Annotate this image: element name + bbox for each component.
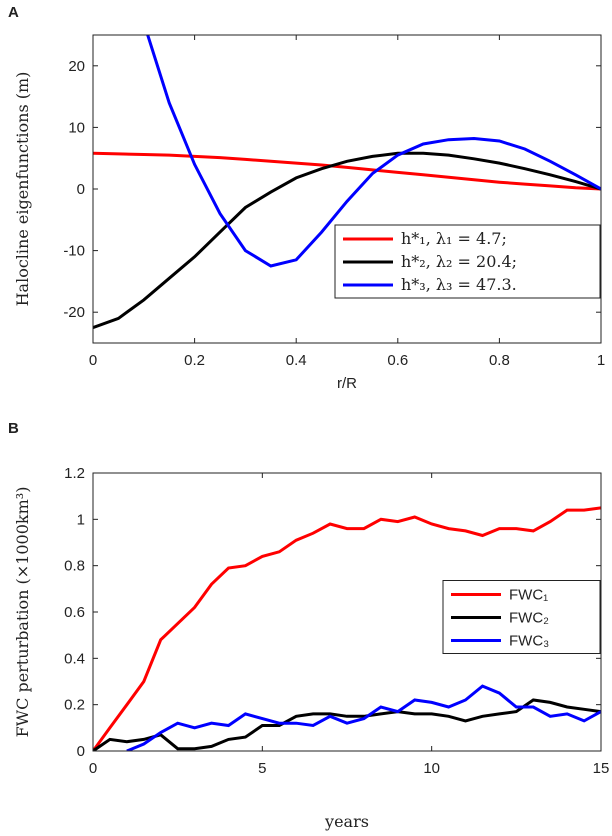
series-line	[126, 684, 601, 751]
series-line	[93, 151, 601, 191]
x-tick-label: 0	[89, 352, 97, 369]
y-tick-label: 0	[77, 743, 85, 760]
y-tick-label: 20	[68, 58, 85, 75]
x-tick-label: 5	[258, 760, 266, 777]
panel-label: A	[8, 4, 19, 21]
y-axis-label: FWC perturbation (×1000km³)	[13, 487, 32, 738]
series-line	[93, 151, 601, 330]
y-tick-label: -10	[63, 243, 85, 260]
plot-frame	[92, 34, 602, 344]
legend-label: FWC₁	[509, 587, 548, 604]
x-tick-label: 1	[597, 352, 605, 369]
y-tick-label: 0.2	[64, 697, 85, 714]
x-tick-label: 15	[593, 760, 610, 777]
x-tick-label: 0.8	[489, 352, 510, 369]
y-tick-label: 0.4	[64, 650, 85, 667]
y-tick-label: 1	[77, 511, 85, 528]
y-tick-label: 10	[68, 119, 85, 136]
x-axis-label: r/R	[337, 375, 357, 392]
legend-label: h*₁, λ₁ = 4.7;	[401, 229, 507, 248]
x-tick-label: 0.2	[184, 352, 205, 369]
y-tick-label: 1.2	[64, 465, 85, 482]
legend-label: FWC₂	[509, 610, 549, 627]
x-tick-label: 10	[423, 760, 440, 777]
series-line	[146, 35, 601, 268]
series-line	[93, 698, 601, 751]
series-line	[93, 506, 601, 751]
y-tick-label: -20	[63, 304, 85, 321]
y-tick-label: 0.6	[64, 604, 85, 621]
legend-label: h*₃, λ₃ = 47.3.	[401, 275, 517, 294]
x-tick-label: 0.4	[286, 352, 307, 369]
y-axis-label: Halocline eigenfunctions (m)	[13, 72, 32, 307]
y-tick-label: 0.8	[64, 558, 85, 575]
legend-label: h*₂, λ₂ = 20.4;	[401, 252, 517, 271]
x-tick-label: 0.6	[387, 352, 408, 369]
plot-frame	[92, 472, 602, 752]
y-tick-label: 0	[77, 181, 85, 198]
x-axis-label: years	[324, 812, 369, 831]
x-tick-label: 0	[89, 760, 97, 777]
panel-label: B	[8, 420, 19, 437]
legend-label: FWC₃	[509, 633, 549, 650]
